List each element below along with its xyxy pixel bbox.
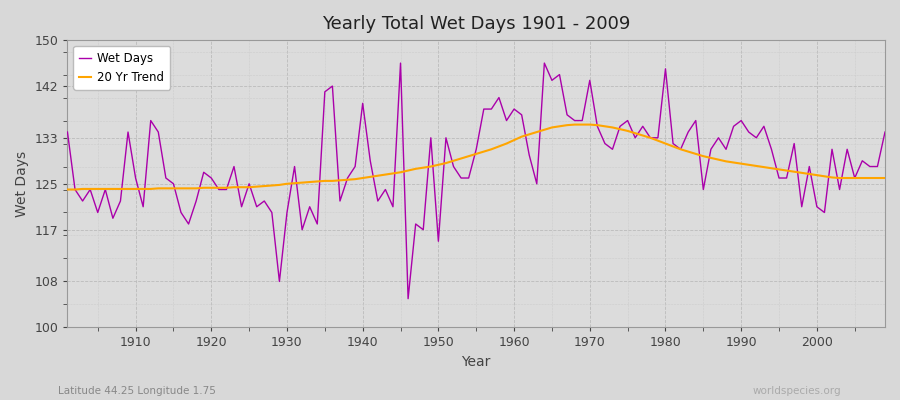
Wet Days	[517, 112, 527, 117]
Wet Days	[402, 296, 413, 301]
20 Yr Trend	[879, 176, 890, 180]
20 Yr Trend	[501, 141, 512, 146]
Wet Days	[62, 130, 73, 134]
20 Yr Trend	[62, 187, 73, 192]
Wet Days	[335, 199, 346, 204]
Wet Days	[524, 153, 535, 158]
Line: 20 Yr Trend: 20 Yr Trend	[68, 124, 885, 190]
Wet Days	[879, 130, 890, 134]
Wet Days	[122, 130, 133, 134]
Text: worldspecies.org: worldspecies.org	[753, 386, 842, 396]
Wet Days	[615, 124, 626, 129]
X-axis label: Year: Year	[462, 355, 490, 369]
Y-axis label: Wet Days: Wet Days	[15, 151, 29, 217]
Wet Days	[289, 164, 300, 169]
Legend: Wet Days, 20 Yr Trend: Wet Days, 20 Yr Trend	[74, 46, 170, 90]
20 Yr Trend	[508, 138, 519, 142]
Text: Latitude 44.25 Longitude 1.75: Latitude 44.25 Longitude 1.75	[58, 386, 216, 396]
Title: Yearly Total Wet Days 1901 - 2009: Yearly Total Wet Days 1901 - 2009	[322, 15, 630, 33]
20 Yr Trend	[608, 125, 618, 130]
20 Yr Trend	[289, 181, 300, 186]
Wet Days	[395, 61, 406, 66]
20 Yr Trend	[569, 122, 580, 127]
20 Yr Trend	[335, 178, 346, 183]
Line: Wet Days: Wet Days	[68, 63, 885, 299]
20 Yr Trend	[122, 186, 133, 191]
